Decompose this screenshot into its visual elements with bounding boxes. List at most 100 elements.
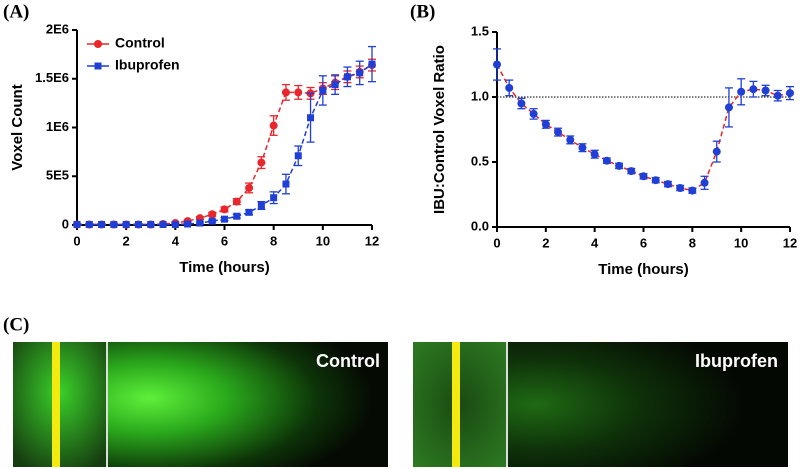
point <box>122 221 130 229</box>
point <box>307 114 315 122</box>
point <box>232 197 241 206</box>
point <box>110 221 118 229</box>
x-tick-label: 8 <box>270 233 277 248</box>
x-tick-label: 8 <box>689 235 696 250</box>
y-tick-label: 1E6 <box>46 119 69 134</box>
panel-label: (B) <box>410 1 435 22</box>
point <box>282 180 290 188</box>
x-tick-label: 10 <box>734 235 748 250</box>
point <box>245 208 253 216</box>
series-line <box>77 64 373 226</box>
y-tick-label: 2E6 <box>46 21 69 36</box>
point <box>257 202 265 209</box>
x-tick-label: 4 <box>172 233 180 248</box>
series-line <box>496 64 791 192</box>
point <box>98 221 106 229</box>
y-tick-label: 5E5 <box>46 168 69 183</box>
point <box>688 186 697 195</box>
series-line <box>77 63 373 226</box>
point <box>208 210 217 219</box>
point <box>294 152 302 160</box>
point <box>773 91 782 100</box>
y-tick-label: 0 <box>62 216 69 231</box>
x-tick-label: 0 <box>493 235 500 250</box>
divider <box>106 342 108 467</box>
point <box>134 221 142 229</box>
point <box>356 69 364 77</box>
point <box>208 217 216 225</box>
point <box>343 73 351 81</box>
point <box>368 60 376 68</box>
point <box>749 85 758 94</box>
point <box>761 86 770 95</box>
x-tick-label: 2 <box>542 235 549 250</box>
point <box>554 128 563 137</box>
point <box>269 121 278 130</box>
panel-label: (C) <box>3 314 29 335</box>
point <box>493 60 501 69</box>
y-axis-label: Voxel Count <box>9 84 26 170</box>
point <box>505 83 514 92</box>
x-tick-label: 0 <box>73 233 80 248</box>
point <box>184 220 192 228</box>
y-tick-label: 0.0 <box>471 218 489 233</box>
point <box>319 86 327 94</box>
point <box>639 172 648 181</box>
point <box>590 150 599 159</box>
point <box>245 183 254 192</box>
point <box>147 221 155 229</box>
legend-label: Control <box>115 35 165 51</box>
x-tick-label: 12 <box>365 233 379 248</box>
legend-marker <box>94 40 102 48</box>
chart: 0 5E5 1E6 1.5E6 2E6 0 2 4 6 8 10 12 Time (hours) Voxe… <box>9 21 379 276</box>
point <box>724 103 733 112</box>
point <box>221 215 228 223</box>
point <box>159 221 167 229</box>
point <box>85 221 93 229</box>
point <box>712 147 721 156</box>
point <box>541 120 550 129</box>
legend-marker <box>94 62 102 70</box>
point <box>196 219 204 227</box>
divider <box>506 342 508 467</box>
point <box>578 143 587 152</box>
x-axis-label: Time (hours) <box>598 261 689 278</box>
marker-bar <box>452 342 460 467</box>
x-tick-label: 2 <box>123 233 130 248</box>
x-tick-label: 4 <box>591 235 599 250</box>
panel-label: (A) <box>3 1 29 22</box>
point <box>73 221 81 229</box>
image-panel: Control Ibuprofen <box>13 342 788 467</box>
point <box>627 167 636 176</box>
point <box>663 180 672 189</box>
image-region <box>107 342 388 467</box>
point <box>270 194 278 202</box>
point <box>233 212 241 220</box>
chart: 0.0 0.5 1.0 1.5 0 2 4 6 8 10 12 Time (hours) IBU:Con… <box>431 23 797 278</box>
point <box>566 135 575 144</box>
point <box>786 89 794 98</box>
point <box>517 99 526 108</box>
point <box>529 109 538 118</box>
x-tick-label: 12 <box>783 235 797 250</box>
point <box>602 156 611 165</box>
point <box>737 87 746 96</box>
x-tick-label: 10 <box>316 233 330 248</box>
point <box>220 205 229 214</box>
point <box>676 184 685 192</box>
point <box>281 88 290 97</box>
y-axis-label: IBU:Control Voxel Ratio <box>431 45 448 214</box>
image-region <box>507 342 788 467</box>
legend-label: Ibuprofen <box>115 57 180 73</box>
point <box>257 158 266 167</box>
y-tick-label: 1.5E6 <box>35 70 69 85</box>
x-tick-label: 6 <box>640 235 647 250</box>
x-tick-label: 6 <box>221 233 228 248</box>
image-label: Control <box>316 351 380 371</box>
y-tick-label: 0.5 <box>471 153 489 168</box>
y-tick-label: 1.0 <box>471 88 489 103</box>
point <box>615 161 624 170</box>
x-axis-label: Time (hours) <box>179 259 270 276</box>
y-tick-label: 1.5 <box>471 23 489 38</box>
